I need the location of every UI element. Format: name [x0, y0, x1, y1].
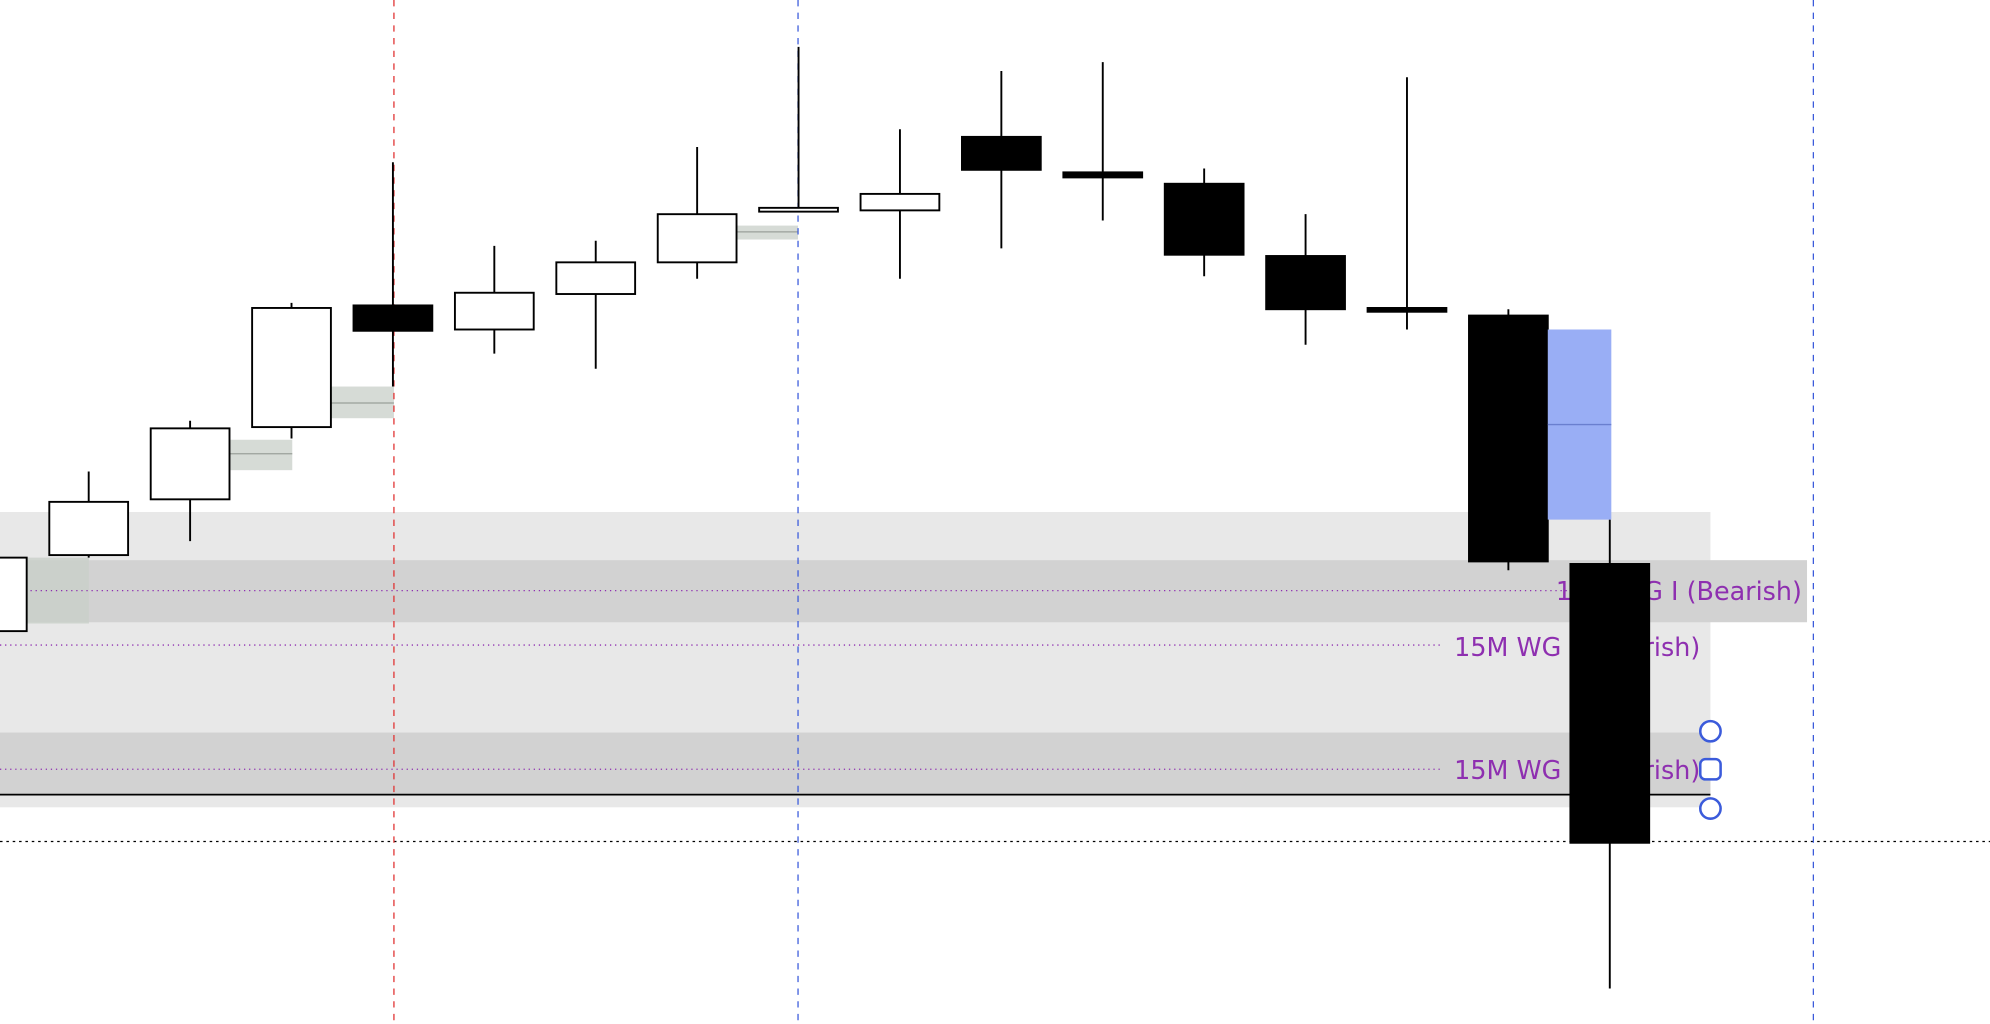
candle-body [1265, 255, 1346, 311]
candle-body [1569, 563, 1651, 844]
zone-band [0, 732, 1711, 795]
candle-body [149, 427, 231, 501]
candle-body [1163, 182, 1245, 256]
candle-body [555, 261, 637, 295]
candle-body [0, 556, 28, 633]
candle-body [1062, 171, 1144, 179]
handle[interactable] [1698, 797, 1722, 820]
handle[interactable] [1698, 719, 1722, 743]
candle-body [961, 135, 1042, 171]
candle-body [453, 291, 535, 331]
candle-body [1468, 314, 1549, 563]
candle-body [352, 304, 434, 332]
candle-body [1366, 307, 1448, 313]
handle[interactable] [1698, 757, 1722, 781]
candle-body [48, 500, 130, 557]
candle-body [251, 307, 332, 429]
candle-body [758, 206, 839, 213]
candles [0, 46, 1651, 989]
gap-box [228, 439, 293, 471]
candle-body [859, 192, 941, 212]
candle-body [656, 213, 738, 264]
